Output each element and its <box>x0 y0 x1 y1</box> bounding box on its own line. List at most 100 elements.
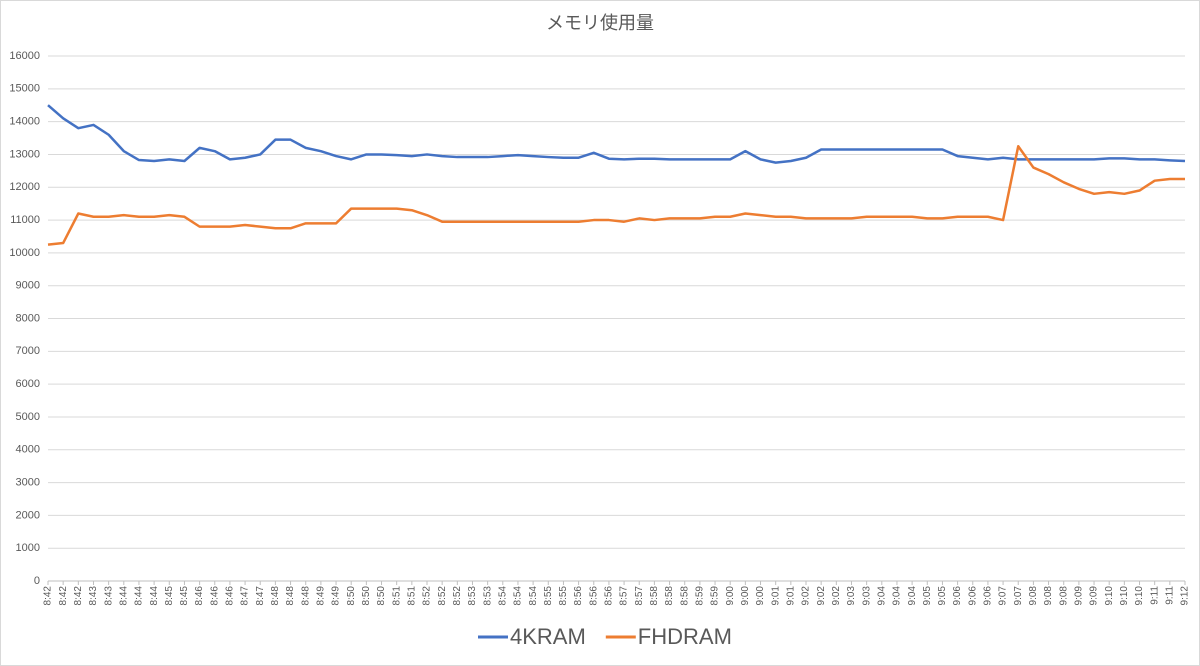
legend-label: 4KRAM <box>510 624 586 649</box>
x-tick-label: 9:00 <box>755 586 766 606</box>
x-tick-label: 8:52 <box>452 586 463 606</box>
x-tick-label: 8:59 <box>710 586 721 606</box>
x-tick-label: 9:04 <box>876 586 887 606</box>
x-tick-label: 8:46 <box>194 586 205 606</box>
x-tick-label: 8:52 <box>422 586 433 606</box>
x-tick-label: 9:10 <box>1134 586 1145 606</box>
data-line <box>47 104 1186 164</box>
x-tick-label: 9:06 <box>983 586 994 606</box>
y-tick-label: 11000 <box>10 214 40 226</box>
y-tick-label: 4000 <box>16 444 40 456</box>
y-tick-label: 6000 <box>16 378 40 390</box>
x-tick-label: 9:09 <box>1089 586 1100 606</box>
y-tick-label: 13000 <box>9 148 40 160</box>
x-tick-label: 8:54 <box>497 586 508 606</box>
y-tick-label: 3000 <box>16 476 40 488</box>
x-tick-label: 8:50 <box>346 586 357 606</box>
x-tick-label: 8:43 <box>103 586 114 606</box>
x-tick-label: 9:12 <box>1180 586 1191 606</box>
x-tick-label: 9:08 <box>1028 586 1039 606</box>
x-tick-label: 8:48 <box>285 586 296 606</box>
x-tick-label: 8:59 <box>695 586 706 606</box>
x-tick-label: 8:46 <box>225 586 236 606</box>
x-tick-label: 9:03 <box>861 586 872 606</box>
x-tick-label: 8:55 <box>558 586 569 606</box>
x-tick-label: 9:06 <box>952 586 963 606</box>
x-tick-label: 9:09 <box>1074 586 1085 606</box>
x-tick-label: 9:07 <box>1013 586 1024 606</box>
x-tick-label: 9:02 <box>831 586 842 606</box>
y-tick-label: 9000 <box>16 280 40 292</box>
y-tick-label: 1000 <box>16 542 40 554</box>
x-tick-label: 8:56 <box>604 586 615 606</box>
x-tick-label: 9:08 <box>1043 586 1054 606</box>
x-tick-label: 8:48 <box>300 586 311 606</box>
x-tick-label: 9:01 <box>770 586 781 606</box>
y-tick-label: 12000 <box>9 181 40 193</box>
x-tick-label: 8:49 <box>316 586 327 606</box>
x-tick-label: 8:50 <box>361 586 372 606</box>
x-tick-label: 8:53 <box>467 586 478 606</box>
x-tick-label: 8:50 <box>376 586 387 606</box>
x-tick-label: 8:42 <box>73 586 84 606</box>
x-tick-label: 8:56 <box>588 586 599 606</box>
x-tick-label: 9:00 <box>725 586 736 606</box>
x-tick-label: 9:01 <box>785 586 796 606</box>
x-tick-label: 8:43 <box>88 586 99 606</box>
chart-title: メモリ使用量 <box>546 13 654 33</box>
y-tick-label: 15000 <box>9 83 40 95</box>
x-tick-label: 8:45 <box>179 586 190 606</box>
x-tick-label: 9:11 <box>1164 586 1175 605</box>
x-tick-label: 8:58 <box>649 586 660 606</box>
x-tick-label: 9:02 <box>801 586 812 606</box>
y-tick-label: 10000 <box>9 247 40 259</box>
x-tick-label: 8:44 <box>118 586 129 606</box>
x-tick-label: 8:44 <box>149 586 160 606</box>
x-tick-label: 9:03 <box>846 586 857 606</box>
x-tick-label: 8:47 <box>240 586 251 606</box>
legend-label: FHDRAM <box>638 624 732 649</box>
x-tick-label: 9:04 <box>892 586 903 606</box>
x-tick-label: 8:44 <box>134 586 145 606</box>
x-tick-label: 8:54 <box>528 586 539 606</box>
legend: 4KRAM FHDRAM <box>478 624 732 649</box>
x-tick-label: 9:11 <box>1149 586 1160 605</box>
x-tick-label: 8:57 <box>619 586 630 606</box>
y-tick-label: 0 <box>34 575 40 587</box>
x-tick-label: 8:55 <box>543 586 554 606</box>
x-tick-label: 8:57 <box>634 586 645 606</box>
x-tick-label: 9:02 <box>816 586 827 606</box>
data-line <box>47 144 1185 246</box>
x-tick-label: 8:53 <box>482 586 493 606</box>
x-tick-label: 9:08 <box>1058 586 1069 606</box>
y-tick-label: 2000 <box>16 509 40 521</box>
x-tick-label: 8:48 <box>270 586 281 606</box>
x-tick-label: 8:51 <box>406 586 417 606</box>
x-tick-label: 8:52 <box>437 586 448 606</box>
x-tick-label: 9:10 <box>1119 586 1130 606</box>
y-tick-label: 5000 <box>16 411 40 423</box>
x-tick-label: 8:42 <box>43 586 54 606</box>
x-tick-label: 8:54 <box>513 586 524 606</box>
x-tick-label: 8:49 <box>331 586 342 606</box>
y-tick-label: 8000 <box>16 312 40 324</box>
y-tick-label: 14000 <box>9 116 40 128</box>
x-tick-label: 9:07 <box>998 586 1009 606</box>
x-tick-label: 9:05 <box>937 586 948 606</box>
x-tick-label: 8:51 <box>391 586 402 606</box>
x-tick-label: 8:45 <box>164 586 175 606</box>
x-tick-label: 9:00 <box>740 586 751 606</box>
x-tick-label: 9:04 <box>907 586 918 606</box>
x-tick-label: 8:47 <box>255 586 266 606</box>
x-tick-label: 8:56 <box>573 586 584 606</box>
x-tick-label: 8:58 <box>664 586 675 606</box>
x-tick-label: 9:05 <box>922 586 933 606</box>
x-tick-label: 8:46 <box>209 586 220 606</box>
x-tick-label: 8:42 <box>58 586 69 606</box>
x-tick-label: 8:58 <box>679 586 690 606</box>
y-tick-label: 16000 <box>9 50 40 62</box>
x-tick-label: 9:10 <box>1104 586 1115 606</box>
x-tick-label: 9:06 <box>967 586 978 606</box>
